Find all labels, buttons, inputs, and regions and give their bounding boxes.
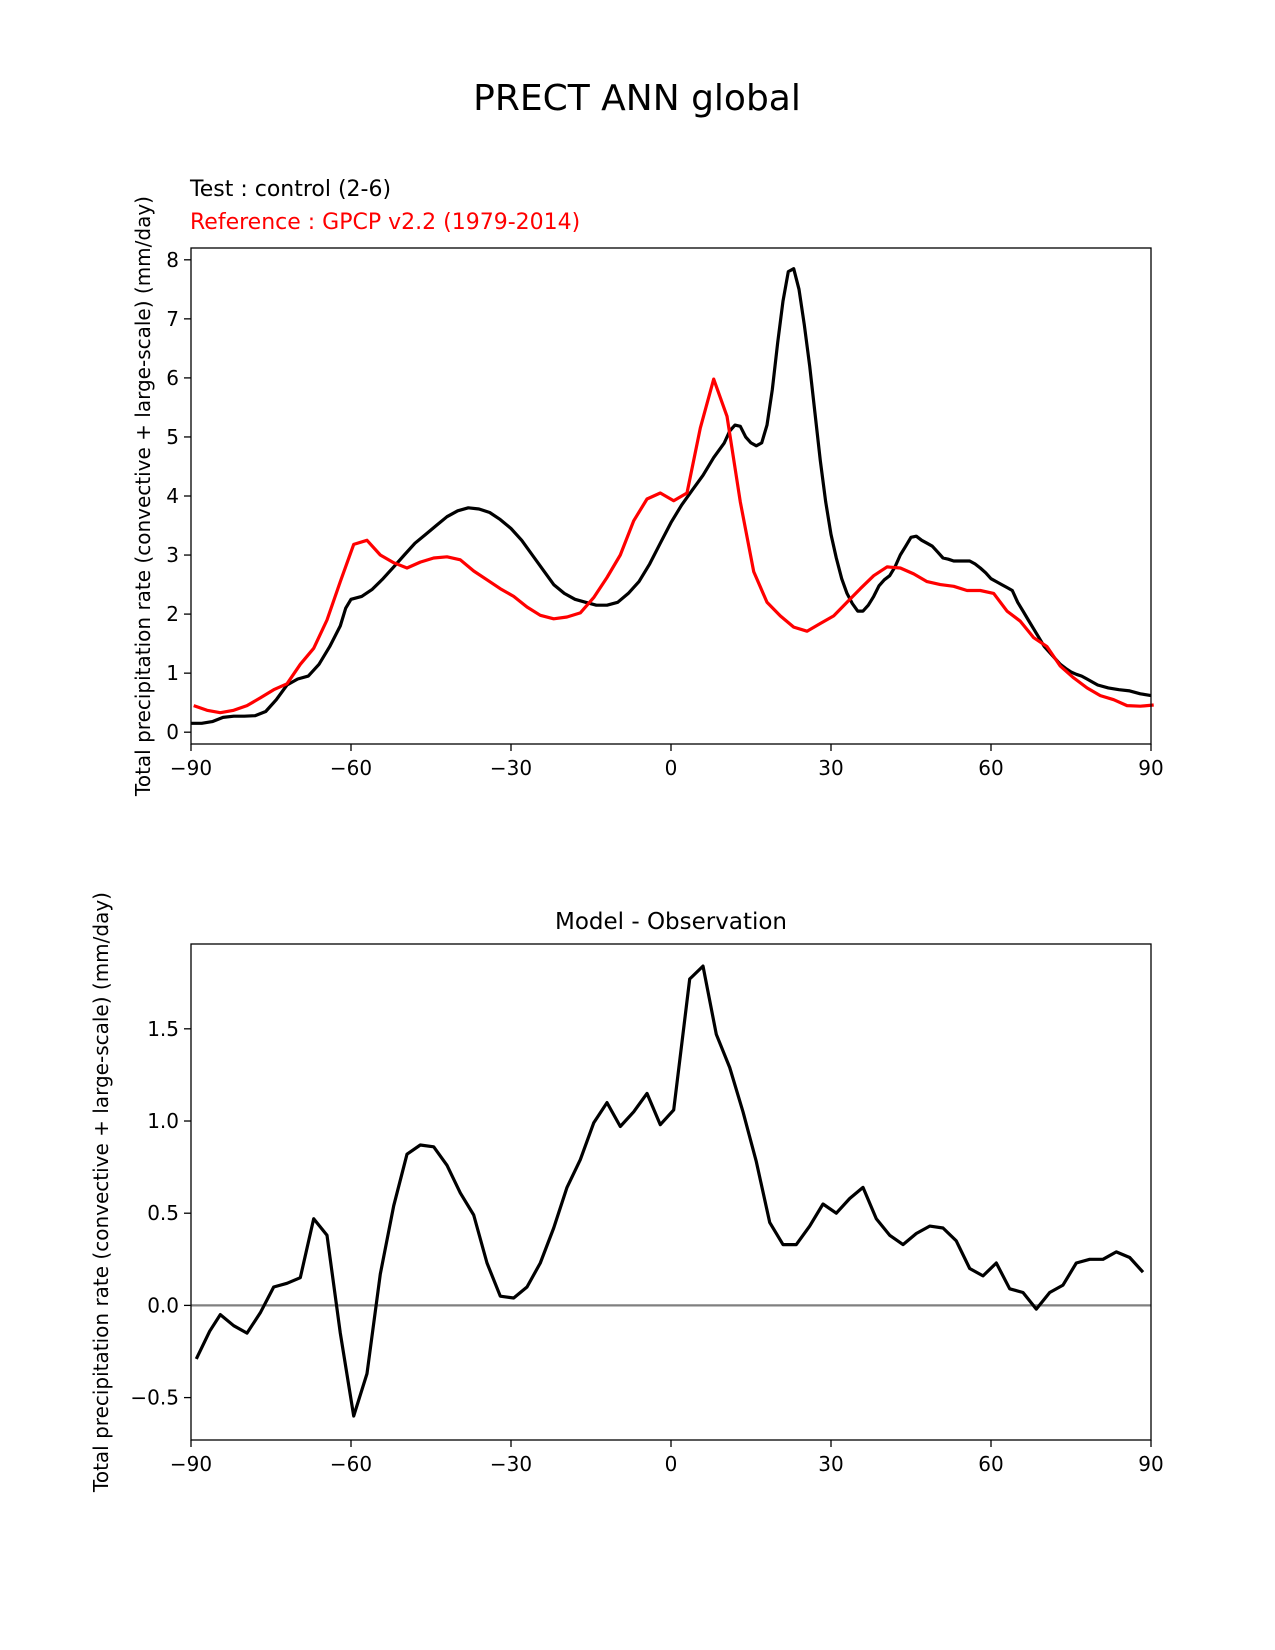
top-x-tick-label: −90 [170, 756, 212, 780]
top-x-tick-label: −30 [490, 756, 532, 780]
bottom-x-tick-label: −60 [330, 1452, 372, 1476]
top-x-tick-label: 30 [818, 756, 843, 780]
top-plot-frame [190, 247, 1152, 745]
top-x-tick-label: 90 [1138, 756, 1163, 780]
bottom-series-line-0 [194, 964, 1145, 1418]
bottom-y-tick-label: 0.0 [147, 1293, 179, 1317]
bottom-x-tick-label: 0 [665, 1452, 678, 1476]
bottom-plot-frame [190, 943, 1152, 1441]
bottom-x-tick-label: 60 [978, 1452, 1003, 1476]
top-y-tick-label: 8 [166, 248, 179, 272]
top-y-tick-label: 6 [166, 366, 179, 390]
top-y-tick-label: 7 [166, 307, 179, 331]
top-series-line-0 [191, 267, 1152, 725]
bottom-x-tick-label: −90 [170, 1452, 212, 1476]
top-x-tick-label: 60 [978, 756, 1003, 780]
bottom-chart-title: Model - Observation [555, 909, 787, 935]
bottom-y-axis-label: Total precipitation rate (convective + l… [89, 892, 113, 1493]
top-y-tick-label: 0 [166, 720, 179, 744]
bottom-y-tick-label: −0.5 [130, 1386, 179, 1410]
reference-label: Reference : GPCP v2.2 (1979-2014) [190, 210, 580, 235]
top-y-tick-label: 3 [166, 543, 179, 567]
top-y-tick-label: 2 [166, 602, 179, 626]
bottom-y-tick-label: 0.5 [147, 1201, 179, 1225]
bottom-x-tick-label: 90 [1138, 1452, 1163, 1476]
top-y-tick-label: 5 [166, 425, 179, 449]
test-label: Test : control (2-6) [189, 177, 391, 202]
bottom-x-tick-label: −30 [490, 1452, 532, 1476]
bottom-x-tick-label: 30 [818, 1452, 843, 1476]
top-y-axis-label: Total precipitation rate (convective + l… [131, 196, 155, 797]
bottom-y-tick-label: 1.0 [147, 1109, 179, 1133]
bottom-y-tick-label: 1.5 [147, 1017, 179, 1041]
top-y-tick-label: 4 [166, 484, 179, 508]
top-series-line-1 [193, 377, 1154, 715]
top-x-tick-label: 0 [665, 756, 678, 780]
figure-suptitle: PRECT ANN global [473, 78, 801, 119]
chart-bottom-panel: Model - Observation Total precipitation … [89, 892, 1164, 1493]
top-y-tick-label: 1 [166, 661, 179, 685]
top-x-tick-label: −60 [330, 756, 372, 780]
chart-top-panel: Test : control (2-6) Reference : GPCP v2… [131, 177, 1164, 797]
